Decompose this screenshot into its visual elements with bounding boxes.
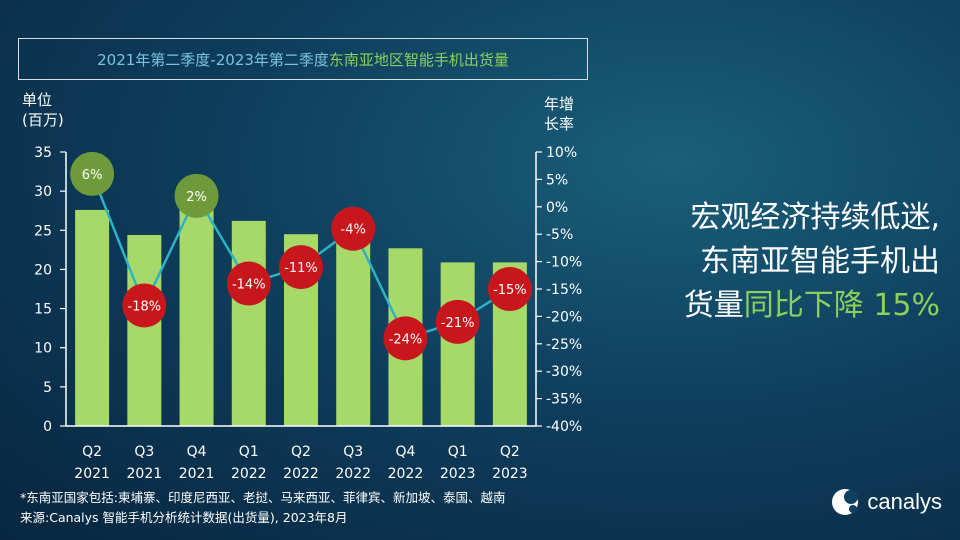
- right-tick-label-6: -10%: [546, 255, 582, 271]
- category-quarter-8: Q2: [500, 444, 520, 460]
- canalys-logo-text: canalys: [867, 489, 942, 514]
- growth-label-8: -15%: [493, 283, 527, 298]
- right-tick-label-4: -20%: [546, 309, 582, 325]
- growth-label-6: -24%: [389, 332, 423, 347]
- right-tick-label-5: -15%: [546, 282, 582, 298]
- growth-bubble-3: [226, 261, 271, 306]
- category-year-7: 2023: [440, 466, 476, 482]
- left-tick-label-7: 35: [34, 145, 52, 161]
- growth-bubble-8: [487, 267, 532, 311]
- headline: 宏观经济持续低迷, 东南亚智能手机出 货量同比下降 15%: [620, 196, 940, 328]
- right-tick-label-9: 5%: [546, 172, 568, 188]
- right-tick-label-3: -25%: [546, 337, 582, 353]
- category-quarter-2: Q4: [187, 444, 207, 460]
- category-year-5: 2022: [335, 466, 371, 482]
- category-year-6: 2022: [388, 466, 424, 482]
- growth-bubble-4: [279, 245, 323, 290]
- growth-label-7: -21%: [441, 316, 475, 331]
- headline-line3-prefix: 货量: [683, 288, 744, 323]
- bar-5: [336, 222, 371, 426]
- category-year-2: 2021: [179, 466, 215, 482]
- category-quarter-5: Q3: [343, 444, 363, 460]
- bar-2: [179, 204, 214, 426]
- footnote: *东南亚国家包括:柬埔寨、印度尼西亚、老挝、马来西亚、菲律宾、新加坡、泰国、越南…: [20, 488, 505, 528]
- growth-bubbles: 6% -18% 2% -14% -11% -4% -24% -21% -15%: [70, 151, 532, 361]
- bar-0: [75, 209, 110, 426]
- footnote-countries: *东南亚国家包括:柬埔寨、印度尼西亚、老挝、马来西亚、菲律宾、新加坡、泰国、越南: [20, 490, 506, 505]
- left-tick-label-6: 30: [34, 184, 52, 200]
- left-axis-ticks: 0 5 10 15 20 25 30 35: [34, 145, 66, 435]
- right-tick-label-8: 0%: [546, 200, 568, 216]
- category-year-8: 2023: [492, 466, 528, 482]
- right-tick-label-2: -30%: [546, 364, 582, 380]
- left-tick-label-5: 25: [34, 223, 52, 239]
- right-tick-label-1: -35%: [546, 392, 582, 408]
- growth-label-2: 2%: [186, 190, 207, 205]
- left-tick-label-2: 10: [34, 341, 52, 357]
- right-tick-label-10: 10%: [546, 145, 577, 161]
- left-tick-label-0: 0: [43, 419, 52, 435]
- bar-3: [231, 220, 266, 426]
- left-axis-title-line1: 单位: [22, 91, 53, 109]
- bar-7: [440, 262, 475, 426]
- category-quarter-3: Q1: [239, 444, 259, 460]
- category-quarter-1: Q3: [134, 444, 154, 460]
- canalys-logo: canalys: [831, 488, 942, 516]
- category-labels: Q2 2021 Q3 2021 Q4 2021 Q1 2022 Q2 2022 Q3 2022 Q4 20…: [74, 444, 527, 482]
- chart-title: 2021年第二季度-2023年第二季度 东南亚地区智能手机出货量: [18, 38, 588, 80]
- category-year-3: 2022: [231, 466, 267, 482]
- left-axis-title: 单位 (百万): [22, 90, 64, 130]
- headline-line3: 货量同比下降 15%: [620, 284, 940, 328]
- category-year-1: 2021: [127, 466, 163, 482]
- growth-label-4: -11%: [284, 261, 318, 276]
- headline-line2: 东南亚智能手机出: [700, 244, 940, 279]
- left-tick-label-3: 15: [34, 302, 52, 318]
- category-quarter-6: Q4: [395, 444, 415, 460]
- category-quarter-7: Q1: [448, 444, 468, 460]
- category-year-4: 2022: [283, 466, 319, 482]
- category-quarter-4: Q2: [291, 444, 311, 460]
- right-tick-label-7: -5%: [546, 227, 573, 243]
- growth-bubble-5: [331, 206, 376, 251]
- left-tick-label-4: 20: [34, 262, 52, 278]
- growth-label-1: -18%: [128, 299, 162, 314]
- growth-bubble-2: [174, 173, 219, 218]
- growth-bubble-1: [122, 283, 167, 328]
- footnote-source: 来源:Canalys 智能手机分析统计数据(出货量), 2023年8月: [20, 510, 348, 525]
- canalys-logo-icon: [832, 489, 859, 515]
- category-quarter-0: Q2: [82, 444, 102, 460]
- headline-line1: 宏观经济持续低迷,: [690, 200, 940, 235]
- growth-label-0: 6%: [82, 168, 103, 183]
- growth-label-3: -14%: [232, 278, 266, 293]
- right-axis-ticks: -40% -35% -30% -25% -20% -15% -10% -5% 0% 5% 10%: [536, 145, 582, 435]
- growth-bubble-7: [435, 299, 480, 344]
- growth-bubble-0: [70, 151, 115, 196]
- chart-title-subject: 东南亚地区智能手机出货量: [328, 50, 509, 69]
- chart-title-period: 2021年第二季度-2023年第二季度: [97, 50, 329, 69]
- right-axis-title-line2: 长率: [544, 115, 575, 133]
- right-tick-label-0: -40%: [546, 419, 582, 435]
- category-year-0: 2021: [74, 466, 110, 482]
- growth-bubble-6: [383, 316, 428, 361]
- right-axis-title: 年增 长率: [544, 94, 574, 134]
- growth-label-5: -4%: [341, 223, 366, 238]
- right-axis-title-line1: 年增: [544, 95, 575, 113]
- headline-line3-accent: 同比下降 15%: [743, 288, 940, 323]
- bar-1: [127, 234, 162, 426]
- left-tick-label-1: 5: [43, 380, 52, 396]
- left-axis-title-line2: (百万): [22, 111, 64, 129]
